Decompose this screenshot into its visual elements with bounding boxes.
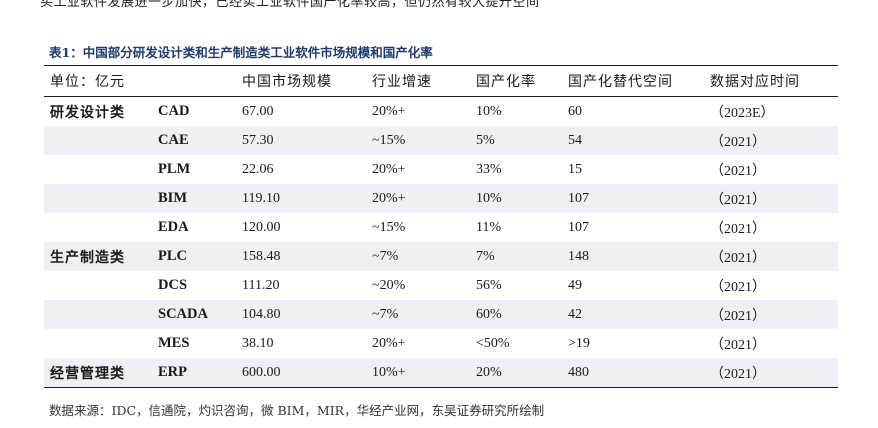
cell-category xyxy=(44,126,158,155)
cell-data-time: （2021） xyxy=(710,126,838,155)
cell-growth: ~7% xyxy=(372,242,476,271)
cell-software: PLM xyxy=(158,161,191,177)
cell-software: PLC xyxy=(158,242,242,271)
cell-data-time: （2021） xyxy=(710,337,766,353)
cell-growth: 20%+ xyxy=(372,335,406,351)
cell-category xyxy=(44,300,158,329)
cell-localization-rate: 60% xyxy=(476,300,568,329)
table-row: 经营管理类 ERP 600.00 10%+ 20% 480 （2021） xyxy=(44,358,838,388)
cell-substitution-space: 49 xyxy=(568,277,582,293)
cell-data-time: （2021） xyxy=(710,163,766,179)
cell-software: EDA xyxy=(158,219,189,235)
cell-growth: ~20% xyxy=(372,277,406,293)
header-row: 单位：亿元 中国市场规模 行业增速 国产化率 国产化替代空间 数据对应时间 xyxy=(44,65,838,97)
cell-market-size: 111.20 xyxy=(242,277,280,293)
cell-localization-rate: 10% xyxy=(476,103,502,119)
table-container: 单位：亿元 中国市场规模 行业增速 国产化率 国产化替代空间 数据对应时间 研发… xyxy=(44,65,838,388)
cell-data-time: （2021） xyxy=(710,300,838,329)
cell-substitution-space: 60 xyxy=(568,103,582,119)
cell-growth: ~7% xyxy=(372,300,476,329)
cell-data-time: （2021） xyxy=(710,184,838,213)
cell-localization-rate: 5% xyxy=(476,126,568,155)
header-substitution-space: 国产化替代空间 xyxy=(568,65,710,97)
cell-localization-rate: 56% xyxy=(476,277,502,293)
table-row: CAE 57.30 ~15% 5% 54 （2021） xyxy=(44,126,838,155)
header-data-time: 数据对应时间 xyxy=(710,65,838,97)
cell-market-size: 600.00 xyxy=(242,358,372,388)
cell-software: CAD xyxy=(158,103,190,119)
cell-localization-rate: <50% xyxy=(476,335,510,351)
cell-market-size: 158.48 xyxy=(242,242,372,271)
cell-substitution-space: 148 xyxy=(568,242,710,271)
cell-software: CAE xyxy=(158,126,242,155)
cell-market-size: 22.06 xyxy=(242,161,274,177)
cell-localization-rate: 10% xyxy=(476,184,568,213)
table-row: DCS 111.20 ~20% 56% 49 （2021） xyxy=(44,271,838,300)
cell-category xyxy=(44,184,158,213)
cell-substitution-space: >19 xyxy=(568,335,590,351)
cell-market-size: 67.00 xyxy=(242,103,274,119)
cell-data-time: （2021） xyxy=(710,221,766,237)
header-growth: 行业增速 xyxy=(372,65,476,97)
cell-category: 经营管理类 xyxy=(44,358,158,388)
table-row: 生产制造类 PLC 158.48 ~7% 7% 148 （2021） xyxy=(44,242,838,271)
cell-category xyxy=(44,155,158,184)
table-caption: 表1：中国部分研发设计类和生产制造类工业软件市场规模和国产化率 xyxy=(49,45,433,60)
cell-category xyxy=(44,213,158,242)
cell-software: ERP xyxy=(158,358,242,388)
cell-data-time: （2023E） xyxy=(710,105,775,121)
cell-localization-rate: 20% xyxy=(476,358,568,388)
cell-localization-rate: 33% xyxy=(476,161,502,177)
cell-substitution-space: 107 xyxy=(568,184,710,213)
header-localization-rate: 国产化率 xyxy=(476,65,568,97)
top-text-fragment: 买工业软件发展进一步加快，已经实工业软件国产化率较高，但仍然有较大提升空间 xyxy=(40,0,540,10)
source-note: 数据来源：IDC，信通院，灼识咨询，微 BIM，MIR，华经产业网，东吴证券研究… xyxy=(49,403,545,418)
cell-substitution-space: 480 xyxy=(568,358,710,388)
cell-market-size: 104.80 xyxy=(242,300,372,329)
table-row: 研发设计类 CAD 67.00 20%+ 10% 60 （2023E） xyxy=(44,97,838,127)
cell-software: DCS xyxy=(158,277,188,293)
header-unit: 单位：亿元 xyxy=(44,65,158,97)
cell-data-time: （2021） xyxy=(710,242,838,271)
header-software xyxy=(158,65,242,97)
cell-category xyxy=(44,271,158,300)
cell-substitution-space: 54 xyxy=(568,126,710,155)
cell-data-time: （2021） xyxy=(710,279,766,295)
cell-growth: 20%+ xyxy=(372,103,406,119)
cell-substitution-space: 107 xyxy=(568,219,589,235)
header-market-size: 中国市场规模 xyxy=(242,65,372,97)
cell-substitution-space: 15 xyxy=(568,161,582,177)
cell-category: 研发设计类 xyxy=(50,104,125,121)
cell-software: SCADA xyxy=(158,300,242,329)
cell-market-size: 57.30 xyxy=(242,126,372,155)
table-row: PLM 22.06 20%+ 33% 15 （2021） xyxy=(44,155,838,184)
table-row: MES 38.10 20%+ <50% >19 （2021） xyxy=(44,329,838,358)
cell-software: BIM xyxy=(158,184,242,213)
table-row: SCADA 104.80 ~7% 60% 42 （2021） xyxy=(44,300,838,329)
cell-growth: ~15% xyxy=(372,219,406,235)
cell-software: MES xyxy=(158,335,190,351)
cell-growth: 20%+ xyxy=(372,184,476,213)
cell-market-size: 38.10 xyxy=(242,335,274,351)
cell-market-size: 120.00 xyxy=(242,219,281,235)
cell-localization-rate: 11% xyxy=(476,219,502,235)
cell-growth: 10%+ xyxy=(372,358,476,388)
cell-category xyxy=(44,329,158,358)
table-row: BIM 119.10 20%+ 10% 107 （2021） xyxy=(44,184,838,213)
cell-category: 生产制造类 xyxy=(44,242,158,271)
cell-localization-rate: 7% xyxy=(476,242,568,271)
table-row: EDA 120.00 ~15% 11% 107 （2021） xyxy=(44,213,838,242)
cell-substitution-space: 42 xyxy=(568,300,710,329)
cell-growth: ~15% xyxy=(372,126,476,155)
cell-growth: 20%+ xyxy=(372,161,406,177)
cell-data-time: （2021） xyxy=(710,358,838,388)
market-table: 单位：亿元 中国市场规模 行业增速 国产化率 国产化替代空间 数据对应时间 研发… xyxy=(44,65,838,388)
cell-market-size: 119.10 xyxy=(242,184,372,213)
